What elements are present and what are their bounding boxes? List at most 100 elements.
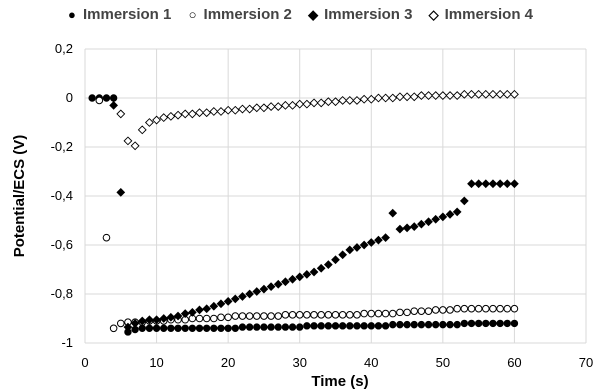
data-point	[145, 315, 154, 325]
data-point	[309, 267, 319, 277]
data-series	[88, 89, 519, 336]
data-point	[359, 94, 369, 104]
data-point	[281, 323, 290, 331]
data-point	[331, 311, 340, 319]
data-point	[181, 324, 189, 332]
data-point	[467, 179, 476, 189]
data-point	[346, 311, 354, 319]
data-point	[488, 89, 498, 99]
data-point	[453, 304, 461, 313]
data-point	[495, 89, 505, 99]
data-point	[503, 304, 512, 313]
data-point	[238, 323, 247, 331]
data-point	[388, 93, 398, 103]
data-point	[381, 322, 390, 330]
data-point	[223, 296, 233, 306]
data-point	[217, 313, 225, 322]
data-point	[152, 324, 161, 332]
data-point	[281, 311, 290, 319]
data-point	[346, 322, 354, 330]
data-point	[446, 306, 454, 314]
data-point	[195, 314, 204, 323]
data-point	[452, 207, 462, 217]
data-point	[252, 103, 262, 113]
y-tick-label: -0,2	[51, 139, 73, 154]
data-point	[403, 308, 411, 317]
data-point	[338, 250, 348, 260]
data-point	[202, 314, 211, 323]
data-point	[431, 91, 441, 100]
data-point	[210, 314, 218, 323]
data-point	[403, 320, 411, 329]
data-point	[316, 98, 326, 108]
x-tick-label: 0	[81, 355, 88, 370]
series-2	[95, 96, 519, 333]
x-axis-title: Time (s)	[311, 373, 368, 390]
data-point	[360, 309, 368, 318]
data-point	[323, 97, 333, 107]
data-point	[474, 89, 484, 99]
data-point	[345, 96, 355, 105]
data-point	[195, 108, 204, 118]
data-point	[367, 309, 376, 318]
data-point	[353, 322, 361, 330]
data-point	[374, 235, 383, 245]
legend-item-immersion-2: ○ Immersion 2	[186, 6, 292, 23]
y-tick-label: 0	[66, 90, 73, 105]
data-point	[245, 323, 254, 331]
y-axis-title: Potential/ECS (V)	[11, 135, 28, 258]
data-point	[438, 212, 448, 222]
data-point	[360, 322, 368, 330]
data-point	[180, 109, 190, 119]
data-point	[459, 196, 469, 206]
data-point	[88, 94, 96, 102]
data-point	[260, 312, 268, 320]
data-point	[166, 111, 176, 121]
data-point	[352, 243, 362, 252]
data-point	[381, 233, 390, 243]
data-point	[159, 113, 169, 123]
legend-item-immersion-1: ● Immersion 1	[65, 6, 171, 23]
data-point	[188, 324, 197, 332]
data-point	[482, 304, 490, 313]
legend-label: Immersion 1	[82, 6, 172, 23]
legend: ● Immersion 1 ○ Immersion 2 ◆ Immersion 3 ◇…	[0, 6, 598, 23]
data-point	[288, 100, 297, 110]
data-point	[367, 322, 375, 330]
data-point	[502, 89, 512, 99]
data-point	[123, 322, 133, 332]
data-point	[245, 104, 255, 114]
data-point	[481, 89, 491, 99]
data-point	[209, 107, 219, 116]
data-point	[302, 99, 312, 109]
data-point	[160, 324, 168, 332]
data-point	[389, 320, 397, 329]
data-point	[138, 324, 146, 332]
data-point	[453, 320, 461, 329]
data-point	[439, 320, 447, 329]
data-point	[310, 322, 318, 330]
data-point	[216, 107, 226, 116]
data-point	[238, 292, 247, 301]
data-point	[195, 305, 204, 315]
data-point	[460, 319, 469, 328]
data-point	[296, 323, 304, 331]
data-point	[195, 324, 204, 332]
data-point	[274, 312, 283, 320]
data-point	[424, 217, 433, 227]
tick-labels: 0,2 0 -0,2 -0,4 -0,6 -0,8 -1 0 10 20 30 40 50 60 70	[51, 41, 594, 370]
data-point	[288, 274, 297, 284]
data-point	[267, 312, 275, 320]
y-tick-label: -0,4	[51, 188, 73, 203]
data-point	[374, 322, 383, 330]
data-point	[102, 233, 111, 242]
data-point	[202, 304, 212, 314]
data-point	[467, 319, 476, 328]
data-point	[338, 96, 348, 105]
data-point	[238, 104, 247, 114]
data-point	[432, 320, 440, 329]
data-point	[438, 91, 448, 100]
data-point	[238, 312, 247, 320]
data-point	[166, 312, 176, 322]
legend-item-immersion-4: ◇ Immersion 4	[427, 6, 533, 23]
